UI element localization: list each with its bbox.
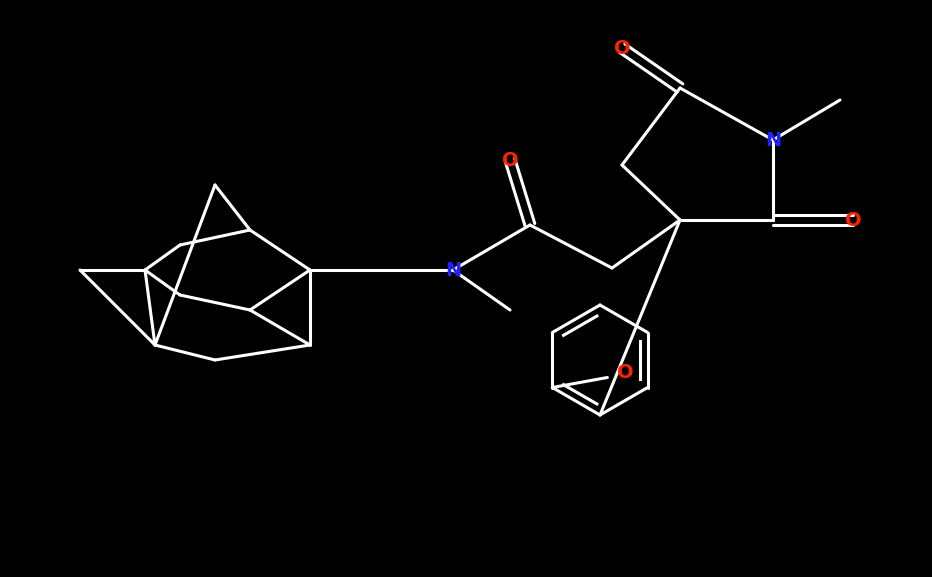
Text: O: O: [613, 39, 630, 58]
Text: N: N: [445, 260, 461, 279]
Text: O: O: [501, 151, 518, 170]
Text: N: N: [765, 130, 781, 149]
Text: O: O: [844, 211, 861, 230]
Text: O: O: [617, 363, 634, 382]
